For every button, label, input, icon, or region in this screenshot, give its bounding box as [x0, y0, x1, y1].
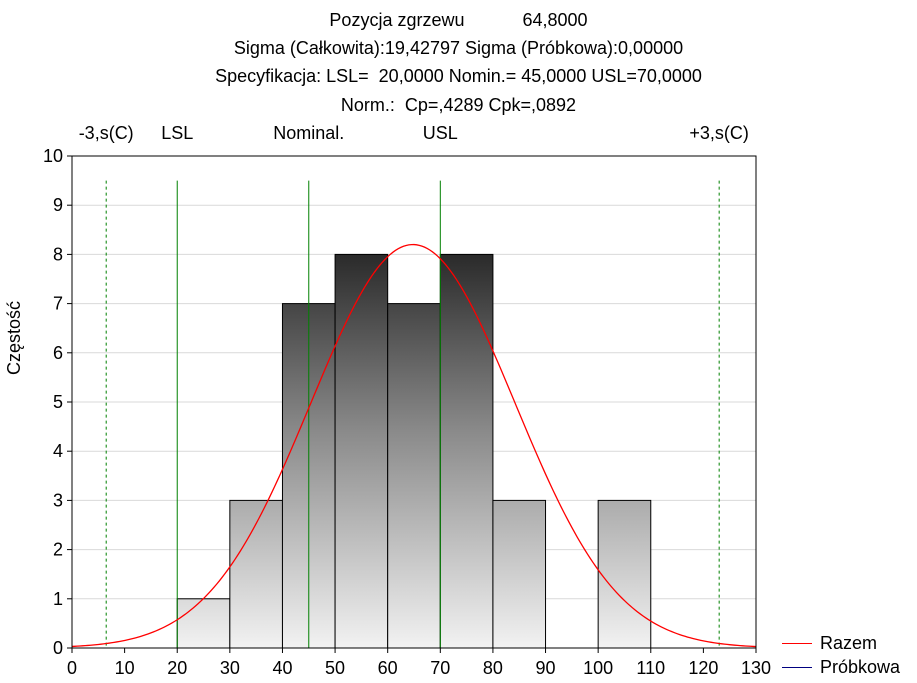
y-tick-label-0: 0: [53, 638, 63, 658]
x-tick-label-100: 100: [583, 658, 613, 678]
reference-label-3: USL: [422, 123, 458, 143]
header-line-1-value: 64,8000: [522, 10, 588, 30]
axes: 0 10 20 30 40 50 60 70 80 90 100 110 120 130 0 1 2 3 4 5 6 7 8…: [43, 146, 771, 678]
x-tick-label-110: 110: [636, 658, 665, 678]
legend-label-razem: Razem: [820, 633, 878, 653]
y-tick-label-7: 7: [53, 294, 63, 314]
x-tick-label-10: 10: [115, 658, 135, 678]
histogram-bar-60-70: [387, 303, 441, 649]
reference-label-0: -3,s(C): [78, 123, 134, 143]
reference-label-2: Nominal.: [273, 123, 345, 143]
legend-swatch-razem: [782, 643, 812, 644]
legend-item-probkowa: Próbkowa: [782, 657, 900, 678]
x-tick-label-130: 130: [741, 658, 771, 678]
histogram-bar-20-30: [176, 598, 231, 649]
x-tick-label-40: 40: [272, 658, 292, 678]
histogram-bar-70-80: [439, 253, 494, 649]
reference-label-4: +3,s(C): [689, 123, 749, 143]
x-tick-label-80: 80: [483, 658, 503, 678]
histogram-bars: [176, 253, 652, 649]
y-tick-label-5: 5: [53, 392, 63, 412]
y-tick-label-10: 10: [43, 146, 63, 166]
x-tick-label-70: 70: [430, 658, 450, 678]
histogram-bar-30-40: [229, 499, 283, 649]
histogram-bar-100-110: [597, 499, 652, 649]
y-tick-label-4: 4: [53, 441, 63, 461]
header-line-1: Pozycja zgrzewu 64,8000: [0, 9, 917, 31]
y-tick-label-9: 9: [53, 195, 63, 215]
header-line-1-label: Pozycja zgrzewu: [329, 10, 465, 30]
x-tick-label-0: 0: [67, 658, 77, 678]
reference-label-1: LSL: [161, 123, 194, 143]
x-tick-label-60: 60: [378, 658, 398, 678]
y-tick-label-1: 1: [53, 589, 63, 609]
header-line-4: Norm.: Cp=,4289 Cpk=,0892: [340, 95, 577, 115]
x-tick-label-50: 50: [325, 658, 345, 678]
y-tick-label-2: 2: [53, 540, 63, 560]
x-tick-label-30: 30: [220, 658, 240, 678]
x-tick-label-90: 90: [536, 658, 556, 678]
legend-item-razem: Razem: [782, 633, 877, 654]
normal-curve-razem: [71, 243, 757, 648]
x-tick-label-20: 20: [167, 658, 187, 678]
legend-swatch-probkowa: [782, 667, 812, 668]
y-tick-label-6: 6: [53, 343, 63, 363]
legend-label-probkowa: Próbkowa: [820, 657, 901, 677]
histogram-bar-50-60: [334, 253, 389, 649]
header-line-3: Specyfikacja: LSL= 20,0000 Nomin.= 45,00…: [215, 66, 702, 86]
y-tick-label-8: 8: [53, 244, 63, 264]
x-tick-label-120: 120: [688, 658, 718, 678]
histogram-bar-80-90: [492, 499, 547, 649]
header-line-2: Sigma (Całkowita):19,42797 Sigma (Próbko…: [233, 38, 684, 58]
y-tick-label-3: 3: [53, 490, 63, 510]
